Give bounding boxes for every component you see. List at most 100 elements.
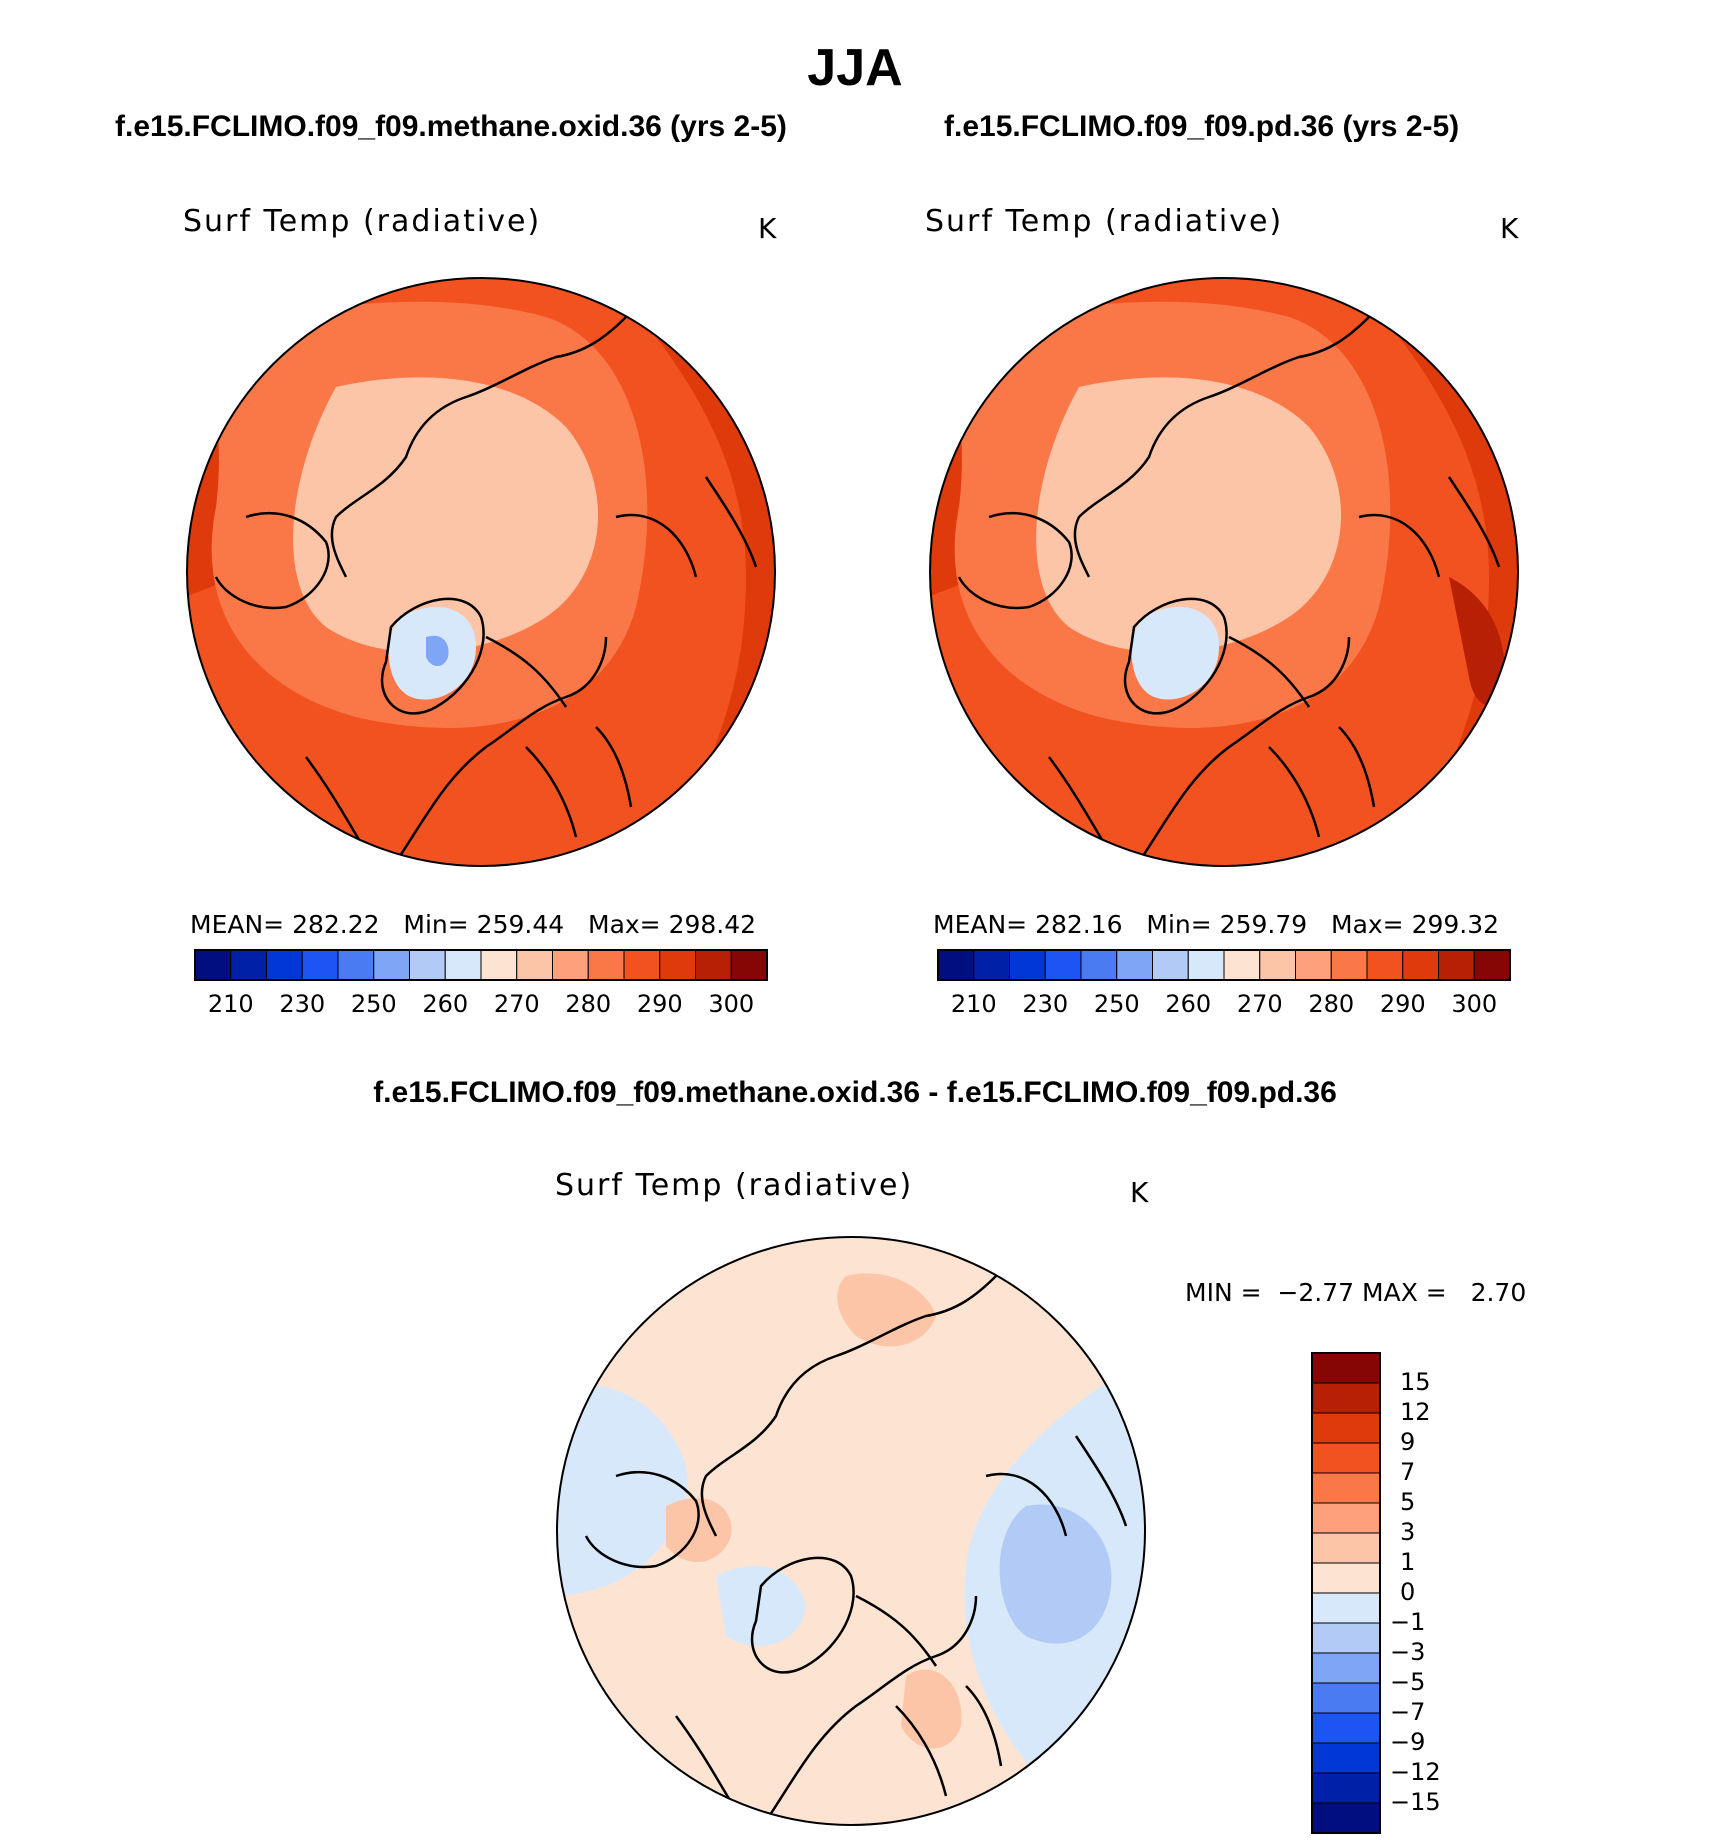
difference-colorbar-box	[1311, 1712, 1381, 1744]
panel2-colorbar-tick-label: 230	[1022, 990, 1069, 1018]
panel1-polar-map	[186, 277, 776, 867]
difference-colorbar-tick-label: −9	[1390, 1728, 1426, 1756]
difference-colorbar-box	[1311, 1742, 1381, 1774]
panel1-mean-label: MEAN=	[190, 910, 285, 939]
difference-colorbar	[1311, 1352, 1381, 1834]
panel2-units: K	[1500, 212, 1519, 245]
difference-colorbar-tick-label: −1	[1390, 1608, 1426, 1636]
difference-colorbar-box	[1311, 1412, 1381, 1444]
difference-colorbar-tick-label: 7	[1400, 1458, 1416, 1486]
difference-field-cool-core	[999, 1504, 1112, 1644]
difference-colorbar-tick-label: −5	[1390, 1668, 1426, 1696]
difference-colorbar-tick-label: −12	[1390, 1758, 1441, 1786]
panel2-colorbar-box	[973, 949, 1010, 981]
panel1-colorbar-tick-label: 230	[279, 990, 326, 1018]
panel2-stats: MEAN= 282.16 Min= 259.79 Max= 299.32	[933, 910, 1499, 939]
difference-colorbar-box	[1311, 1682, 1381, 1714]
difference-colorbar-box	[1311, 1592, 1381, 1624]
difference-colorbar-tick-label: 5	[1400, 1488, 1416, 1516]
difference-max-label: MAX =	[1362, 1278, 1447, 1307]
panel2-colorbar-box	[1402, 949, 1439, 981]
panel1-colorbar-tick-label: 210	[207, 990, 254, 1018]
panel2-colorbar-box	[1044, 949, 1082, 981]
panel2-colorbar-box	[1009, 949, 1046, 981]
panel2-colorbar-box	[1259, 949, 1296, 981]
panel2-mean-label: MEAN=	[933, 910, 1028, 939]
panel2-colorbar-box	[1223, 949, 1261, 981]
difference-colorbar-tick-label: 0	[1400, 1578, 1416, 1606]
difference-colorbar-tick-label: 12	[1400, 1398, 1431, 1426]
difference-colorbar-box	[1311, 1802, 1381, 1834]
difference-colorbar-tick-label: −7	[1390, 1698, 1426, 1726]
panel2-colorbar-box	[1080, 949, 1118, 981]
panel1-max-label: Max=	[588, 910, 661, 939]
panel1-colorbar-box	[730, 949, 768, 981]
panel1-colorbar-box	[552, 949, 589, 981]
panel2-field-hot-east	[1349, 278, 1518, 866]
difference-colorbar-box	[1311, 1622, 1381, 1654]
panel2-field-hottest	[1449, 577, 1505, 706]
panel1-units: K	[758, 212, 777, 245]
difference-colorbar-tick-label: 1	[1400, 1548, 1416, 1576]
panel1-colorbar-tick-label: 260	[422, 990, 469, 1018]
panel1-colorbar-tick-label: 270	[493, 990, 540, 1018]
panel2-colorbar-box	[1330, 949, 1368, 981]
difference-colorbar-tick-label: 9	[1400, 1428, 1416, 1456]
difference-colorbar-ticks: 15 12 9 7 5 3 1 0 −1 −3 −5 −7 −9 −12 −15	[1390, 1353, 1510, 1833]
panel1-min-label: Min=	[403, 910, 469, 939]
figure-title: JJA	[807, 39, 903, 97]
panel2-colorbar-frame	[937, 949, 1511, 981]
panel2-colorbar-tick-label: 210	[950, 990, 997, 1018]
panel1-colorbar-box	[659, 949, 696, 981]
panel2-polar-map	[929, 277, 1519, 867]
panel2-colorbar-box	[1438, 949, 1475, 981]
panel1-min-value: 259.44	[476, 910, 565, 939]
panel1-colorbar-tick-label: 300	[708, 990, 755, 1018]
panel2-colorbar-tick-label: 270	[1236, 990, 1283, 1018]
panel1-map-boundary	[186, 277, 776, 867]
panel1-stats: MEAN= 282.22 Min= 259.44 Max= 298.42	[190, 910, 756, 939]
panel1-field-greenland-core	[426, 635, 449, 666]
difference-max-value: 2.70	[1470, 1278, 1527, 1307]
difference-colorbar-box	[1311, 1532, 1381, 1564]
difference-stats: MIN = −2.77 MAX = 2.70	[1185, 1278, 1526, 1307]
difference-map-boundary	[556, 1236, 1146, 1826]
panel2-colorbar-box	[1116, 949, 1153, 981]
difference-min-label: MIN =	[1185, 1278, 1262, 1307]
panel2-max-value: 299.32	[1411, 910, 1500, 939]
difference-colorbar-frame	[1311, 1352, 1381, 1834]
panel2-colorbar-ticks: 210 230 250 260 270 280 290 300	[938, 990, 1510, 1020]
difference-field-cool-greenland	[716, 1566, 806, 1646]
panel1-colorbar-box	[373, 949, 410, 981]
panel1-max-value: 298.42	[668, 910, 757, 939]
panel2-colorbar-tick-label: 300	[1451, 990, 1498, 1018]
difference-colorbar-box	[1311, 1652, 1381, 1684]
panel1-colorbar-box	[587, 949, 625, 981]
panel1-case-title: f.e15.FCLIMO.f09_f09.methane.oxid.36 (yr…	[115, 110, 787, 143]
panel1-colorbar-frame	[194, 949, 768, 981]
panel2-max-label: Max=	[1331, 910, 1404, 939]
panel1-colorbar-box	[516, 949, 553, 981]
difference-colorbar-box	[1311, 1352, 1381, 1384]
panel2-map-boundary	[929, 277, 1519, 867]
panel2-colorbar	[937, 949, 1511, 981]
difference-units: K	[1130, 1176, 1149, 1209]
difference-colorbar-tick-label: −15	[1390, 1788, 1441, 1816]
panel2-colorbar-tick-label: 260	[1165, 990, 1212, 1018]
panel2-min-value: 259.79	[1219, 910, 1308, 939]
difference-colorbar-box	[1311, 1562, 1381, 1594]
panel1-variable-title: Surf Temp (radiative)	[183, 204, 542, 239]
panel2-mean-value: 282.16	[1035, 910, 1123, 939]
difference-polar-map	[556, 1236, 1146, 1826]
panel1-colorbar-box	[194, 949, 232, 981]
panel1-colorbar-box	[337, 949, 375, 981]
panel1-colorbar-box	[623, 949, 661, 981]
panel2-coastlines	[957, 316, 1501, 866]
difference-colorbar-tick-label: −3	[1390, 1638, 1426, 1666]
panel1-mean-value: 282.22	[292, 910, 380, 939]
panel1-colorbar-box	[301, 949, 339, 981]
difference-title: f.e15.FCLIMO.f09_f09.methane.oxid.36 - f…	[373, 1076, 1337, 1109]
panel2-min-label: Min=	[1146, 910, 1212, 939]
difference-colorbar-box	[1311, 1502, 1381, 1534]
difference-field-warm-canada	[666, 1497, 732, 1563]
